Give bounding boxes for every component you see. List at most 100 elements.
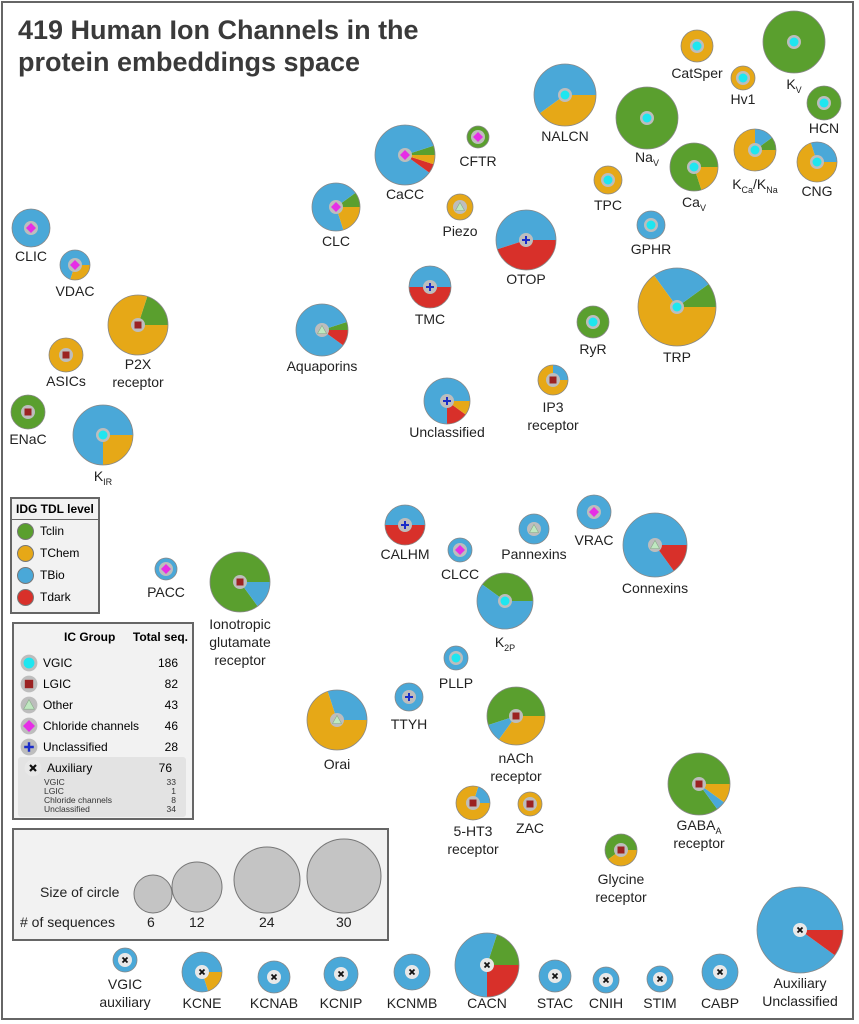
aux-breakdown-total: 33 [166, 777, 176, 787]
label-text: K [786, 76, 796, 92]
title-line-2: protein embeddings space [18, 47, 361, 77]
pie-outline [59, 249, 91, 281]
channel-node[interactable]: CALHM [380, 504, 430, 562]
pie-slice-tclin [482, 573, 533, 601]
label-text: VRAC [575, 532, 614, 548]
channel-node[interactable]: Hv1 [731, 65, 756, 107]
channel-node[interactable]: TPC [593, 165, 623, 213]
channel-node[interactable]: Ionotropic glutamate receptor [209, 551, 271, 668]
ic-legend-item: Chloride channels 46 [14, 715, 192, 736]
channel-label: CatSper [671, 65, 723, 81]
channel-node[interactable]: STIM [643, 965, 677, 1011]
channel-node[interactable]: STAC [537, 959, 573, 1011]
channel-node[interactable]: NALCN [533, 63, 597, 144]
channel-node[interactable]: P2X receptor [107, 294, 169, 390]
circle-icon [819, 98, 829, 108]
label-text: NALCN [541, 128, 588, 144]
channel-label: IP3 [542, 399, 563, 415]
channel-node[interactable]: KCa/KNa [732, 128, 778, 195]
channel-node[interactable]: nACh receptor [486, 686, 546, 784]
x-icon [24, 759, 42, 776]
label-text: PACC [147, 584, 185, 600]
label-text: KCNMB [387, 995, 438, 1011]
pie-slice-tdark [447, 401, 466, 424]
channel-node[interactable]: OTOP [495, 209, 557, 287]
channel-node[interactable]: CLCC [441, 537, 479, 582]
pie-slice-tbio [699, 784, 725, 810]
channel-node[interactable]: TTYH [391, 682, 428, 732]
channel-node[interactable]: Aquaporins [287, 303, 358, 374]
channel-node[interactable]: CaCC [374, 124, 436, 202]
channel-label-line: receptor [595, 889, 647, 905]
channel-node[interactable]: VGIC auxiliary [99, 947, 151, 1010]
channel-node[interactable]: CatSper [671, 29, 723, 81]
channel-node[interactable]: CNG [796, 141, 838, 199]
label-text: /K [753, 176, 767, 192]
triangle-icon [20, 696, 38, 713]
channel-node[interactable]: KV [762, 10, 826, 95]
channel-label-line: receptor [112, 374, 164, 390]
channel-node[interactable]: TMC [408, 265, 452, 327]
channel-label: Glycine [598, 871, 645, 887]
pie-slice-tdark [800, 930, 843, 956]
channel-node[interactable]: GPHR [631, 210, 671, 257]
channel-node[interactable]: K2P [476, 572, 534, 653]
channel-label: CLCC [441, 566, 479, 582]
channel-node[interactable]: IP3 receptor [527, 364, 579, 433]
aux-breakdown-row: Unclassified 34 [18, 805, 186, 814]
channel-node[interactable]: Pannexins [501, 513, 567, 562]
label-text: TPC [594, 197, 622, 213]
channel-label-line: receptor [673, 835, 725, 851]
tdl-legend-item: TBio [12, 564, 98, 586]
channel-node[interactable]: KIR [72, 404, 134, 487]
channel-node[interactable]: NaV [615, 86, 679, 168]
channel-label: KV [786, 76, 801, 95]
channel-node[interactable]: CaV [669, 142, 719, 213]
size-circle-12 [171, 861, 223, 913]
channel-node[interactable]: CABP [701, 953, 739, 1011]
channel-node[interactable]: ZAC [516, 791, 544, 836]
pie-slice-tclin [487, 934, 519, 965]
channel-node[interactable]: Unclassified [409, 377, 485, 440]
channel-node[interactable]: KCNE [181, 951, 223, 1011]
channel-node[interactable]: VRAC [575, 494, 614, 548]
channel-node[interactable]: CFTR [459, 125, 497, 169]
channel-node[interactable]: Piezo [442, 193, 478, 239]
label-text: GPHR [631, 241, 671, 257]
channel-node[interactable]: ASICs [46, 337, 86, 389]
channel-node[interactable]: HCN [806, 85, 842, 136]
channel-node[interactable]: Glycine receptor [595, 833, 647, 905]
channel-label: Ionotropic [209, 616, 270, 632]
channel-node[interactable]: Connexins [622, 512, 688, 596]
channel-node[interactable]: ENaC [9, 394, 47, 447]
channel-node[interactable]: Orai [306, 689, 368, 772]
channel-node[interactable]: VDAC [56, 249, 95, 299]
channel-node[interactable]: KCNMB [387, 953, 438, 1011]
channel-node[interactable]: KCNAB [250, 960, 298, 1011]
ic-legend-total: 28 [164, 739, 178, 754]
channel-node[interactable]: Auxiliary Unclassified [756, 886, 844, 1009]
label-text: HCN [809, 120, 839, 136]
channel-node[interactable]: TRP [637, 267, 717, 365]
channel-label: GPHR [631, 241, 671, 257]
diamond-icon [20, 717, 38, 734]
channel-node[interactable]: KCNIP [320, 956, 363, 1011]
channel-node[interactable]: PLLP [439, 645, 473, 691]
channel-node[interactable]: PACC [147, 557, 185, 600]
label-text: STAC [537, 995, 573, 1011]
channel-node[interactable]: CACN [454, 932, 520, 1011]
channel-node[interactable]: CLIC [11, 208, 51, 264]
pie-slice-tbio [385, 505, 425, 525]
pie-outline [209, 551, 271, 613]
channel-node[interactable]: RyR [576, 305, 610, 357]
channel-node[interactable]: CLC [311, 182, 361, 249]
channel-node[interactable]: 5-HT3 receptor [447, 785, 499, 857]
tdl-legend-title: IDG TDL level [12, 499, 98, 520]
channel-label: STAC [537, 995, 573, 1011]
channel-label: OTOP [506, 271, 545, 287]
channel-node[interactable]: CNIH [589, 966, 623, 1011]
pie-slice-tchem [608, 850, 637, 867]
pie-outline [408, 265, 452, 309]
pie-slice-tchem [405, 155, 435, 165]
